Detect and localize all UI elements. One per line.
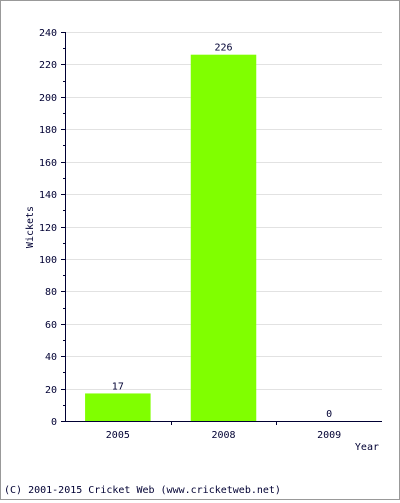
y-tick-label: 80	[45, 287, 57, 298]
y-tick-label: 140	[39, 190, 57, 201]
y-tick-label: 120	[39, 223, 57, 234]
bars	[85, 54, 257, 422]
data-label: 17	[112, 381, 124, 392]
x-tick-label: 2005	[106, 430, 130, 441]
labels: 0 20 40 60 80 100 120 140 160 180 200 220 240 17 2005 2…	[39, 28, 341, 441]
y-tick-label: 160	[39, 158, 57, 169]
x-axis-label: Year	[355, 442, 379, 453]
y-tick-label: 40	[45, 352, 57, 363]
copyright-notice: (C) 2001-2015 Cricket Web (www.cricketwe…	[4, 485, 281, 496]
y-tick-label: 220	[39, 60, 57, 71]
y-tick-label: 200	[39, 93, 57, 104]
y-tick-label: 0	[51, 417, 57, 428]
axes	[61, 32, 382, 425]
y-tick-label: 100	[39, 255, 57, 266]
bar-2005	[85, 393, 151, 421]
y-tick-label: 60	[45, 320, 57, 331]
y-tick-label: 180	[39, 125, 57, 136]
data-label: 0	[326, 409, 332, 420]
y-tick-label: 20	[45, 385, 57, 396]
y-tick-label: 240	[39, 28, 57, 39]
y-axis-label: Wickets	[25, 206, 36, 248]
data-label: 226	[214, 43, 232, 54]
x-tick-label: 2008	[211, 430, 235, 441]
bar-2008	[190, 54, 257, 422]
x-tick-label: 2009	[317, 430, 341, 441]
